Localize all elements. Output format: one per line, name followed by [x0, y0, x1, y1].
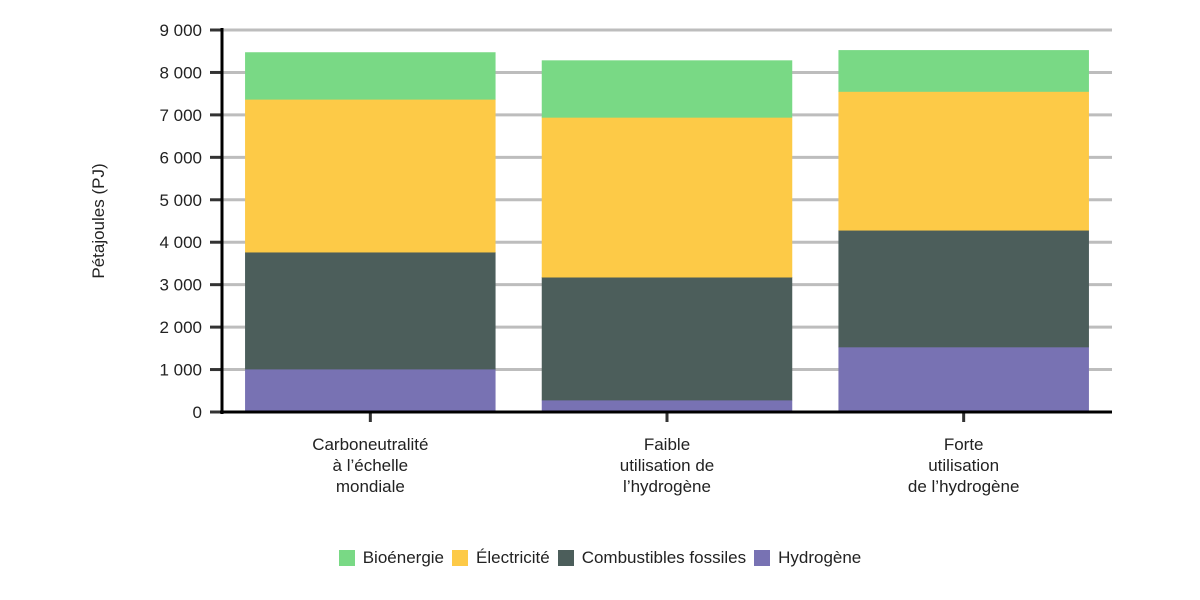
legend-label: Hydrogène — [778, 548, 862, 567]
y-tick-label: 0 — [193, 403, 202, 422]
legend-label: Bioénergie — [362, 548, 444, 567]
legend-swatch — [452, 550, 468, 566]
y-tick-label: 4 000 — [159, 233, 202, 252]
bar-segment-combustibles-fossiles — [245, 251, 496, 370]
legend-swatch — [338, 550, 355, 566]
legend-item-electricite: Électricité — [452, 548, 550, 568]
x-category-label: Carboneutralité à l’échelle mondiale — [312, 435, 428, 496]
legend-label: Combustibles fossiles — [581, 548, 747, 567]
legend-item-combustibles-fossiles: Combustibles fossiles — [557, 548, 747, 568]
stacked-bar-chart: 0 1 000 2 000 3 000 4 000 5 000 6 000 7 000 8 00… — [89, 21, 1112, 496]
y-tick-label: 7 000 — [159, 106, 202, 125]
x-category-label-line: utilisation de — [620, 456, 715, 475]
legend-item-bioenergie: Bioénergie — [338, 548, 444, 568]
bar-segment-hydrog-ne — [245, 368, 496, 413]
bar-segment-bio-nergie — [541, 60, 793, 118]
legend-item-hydrogene: Hydrogène — [754, 548, 861, 568]
x-category-label-line: l’hydrogène — [623, 477, 711, 496]
y-tick-label: 9 000 — [159, 21, 202, 40]
y-tick-label: 1 000 — [159, 361, 202, 380]
y-tick-label: 5 000 — [159, 191, 202, 210]
bar-segment-hydrog-ne — [838, 346, 1089, 413]
bar-segment-combustibles-fossiles — [541, 276, 793, 401]
legend-swatch — [754, 550, 771, 566]
x-category-label-line: Faible — [644, 435, 690, 454]
x-category-label: Forte utilisation de l’hydrogène — [908, 435, 1020, 496]
bar-segment-bio-nergie — [245, 52, 496, 100]
bars — [245, 50, 1089, 413]
legend-swatch — [557, 550, 574, 566]
bar-segment-bio-nergie — [838, 50, 1089, 92]
legend-label: Électricité — [476, 548, 550, 567]
bar-segment-hydrog-ne — [541, 399, 793, 413]
y-tick-label: 8 000 — [159, 63, 202, 82]
x-category-label-line: à l’échelle — [333, 456, 409, 475]
x-category-label-line: utilisation — [928, 456, 999, 475]
x-category-label-line: Carboneutralité — [312, 435, 428, 454]
x-axis: Carboneutralité à l’échelle mondiale Faible… — [220, 410, 1112, 496]
bar-segment--lectricit- — [541, 117, 793, 278]
bar-segment--lectricit- — [838, 91, 1089, 231]
x-category-label: Faible utilisation de l’hydrogène — [620, 435, 715, 496]
x-category-label-line: mondiale — [336, 477, 405, 496]
legend: Bioénergie Électricité Combustibles foss… — [0, 548, 1200, 568]
y-tick-label: 6 000 — [159, 148, 202, 167]
y-tick-label: 2 000 — [159, 318, 202, 337]
y-tick-label: 3 000 — [159, 276, 202, 295]
bar-segment--lectricit- — [245, 99, 496, 253]
x-category-label-line: Forte — [944, 435, 984, 454]
x-category-label-line: de l’hydrogène — [908, 477, 1020, 496]
y-axis-title: Pétajoules (PJ) — [89, 163, 108, 278]
bar-segment-combustibles-fossiles — [838, 230, 1089, 348]
y-axis: 0 1 000 2 000 3 000 4 000 5 000 6 000 7 000 8 00… — [159, 21, 224, 422]
